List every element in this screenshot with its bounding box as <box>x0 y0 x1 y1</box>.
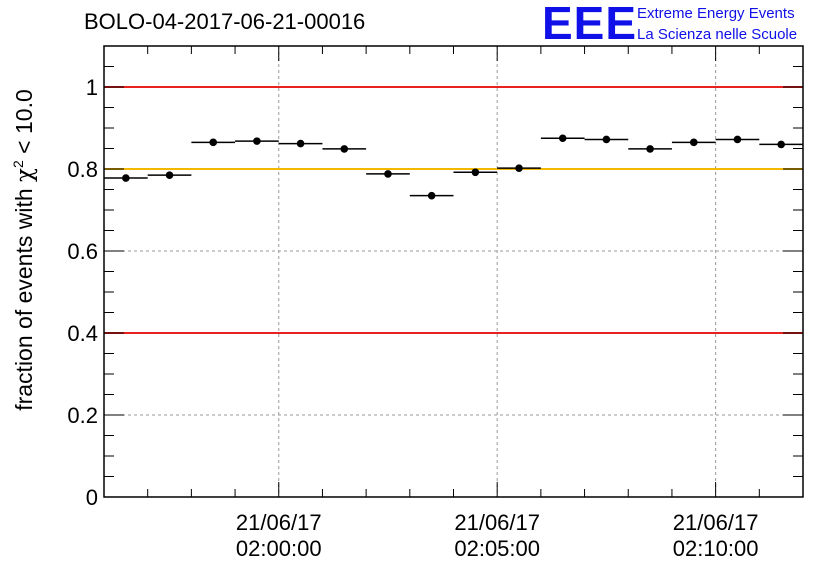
data-point <box>558 134 567 143</box>
data-point <box>515 164 523 172</box>
x-tick-label-date: 21/06/17 <box>236 510 322 535</box>
logo-line-1: Extreme Energy Events <box>637 5 795 22</box>
y-tick-label: 0.8 <box>67 157 98 182</box>
data-point <box>689 138 698 147</box>
data-point <box>602 135 611 144</box>
data-point <box>471 168 480 177</box>
x-tick-label-time: 02:00:00 <box>236 536 322 561</box>
data-point <box>777 140 785 149</box>
y-tick-label: 0 <box>86 485 98 510</box>
data-point <box>209 138 218 147</box>
data-point <box>733 135 742 144</box>
eee-logo: EEE Extreme Energy Events La Scienza nel… <box>542 0 832 49</box>
y-tick-label: 0.2 <box>67 403 98 428</box>
plot-frame <box>103 45 804 498</box>
data-point <box>384 170 392 178</box>
x-tick-label-date: 21/06/17 <box>454 510 540 535</box>
data-point <box>165 171 174 179</box>
data-point <box>253 137 261 145</box>
data-point <box>122 174 130 182</box>
data-point <box>340 145 349 153</box>
logo-mark: EEE <box>542 0 638 49</box>
y-tick-label: 0.4 <box>67 321 98 346</box>
x-tick-label-time: 02:10:00 <box>673 536 759 561</box>
chart-title: BOLO-04-2017-06-21-00016 <box>84 9 366 34</box>
data-point <box>646 145 654 153</box>
logo-line-2: La Scienza nelle Scuole <box>637 26 798 43</box>
x-tick-label-time: 02:05:00 <box>454 536 540 561</box>
data-point <box>296 139 305 148</box>
data-point <box>427 191 436 200</box>
x-tick-label-date: 21/06/17 <box>673 510 759 535</box>
y-tick-label: 0.6 <box>67 239 98 264</box>
y-tick-label: 1 <box>86 75 98 100</box>
